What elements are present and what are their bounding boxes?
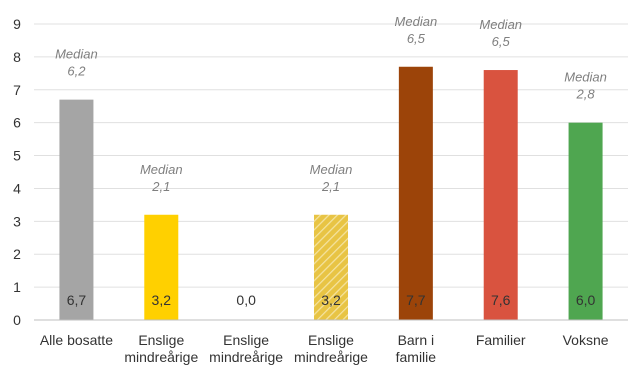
y-tick-label: 2	[13, 246, 21, 262]
y-axis: 0 1 2 3 4 5 6 7 8 9	[13, 16, 21, 328]
x-category-label: Barn i familie	[396, 332, 437, 365]
x-category-label: Enslige mindreårige	[124, 332, 198, 365]
median-label: Median 2,1	[310, 162, 353, 194]
bar-value-label: 7,6	[491, 292, 511, 308]
y-tick-label: 3	[13, 213, 21, 229]
gridlines	[34, 23, 628, 321]
data-labels: 6,7 Median 6,2 3,2 Median 2,1 0,0 3,2 Median 2,1 7…	[55, 14, 607, 308]
bar	[483, 70, 518, 321]
x-category-label: Alle bosatte	[40, 332, 113, 348]
y-tick-label: 8	[13, 49, 21, 65]
bars	[59, 66, 603, 321]
x-category-label: Voksne	[563, 332, 609, 348]
bar	[144, 214, 179, 320]
bar-value-label: 7,7	[406, 292, 426, 308]
bar-value-label: 3,2	[152, 292, 172, 308]
bar-value-label: 3,2	[321, 292, 341, 308]
bar	[314, 214, 348, 320]
median-label: Median 6,5	[395, 14, 438, 46]
bar-value-label: 0,0	[236, 292, 256, 308]
median-label: Median 2,1	[140, 162, 183, 194]
x-category-label: Enslige mindreårige	[294, 332, 368, 365]
x-category-label: Enslige mindreårige	[209, 332, 283, 365]
y-tick-label: 5	[13, 148, 21, 164]
bar-value-label: 6,0	[576, 292, 596, 308]
bar	[568, 122, 603, 321]
y-tick-label: 6	[13, 115, 21, 131]
y-tick-label: 9	[13, 16, 21, 32]
median-label: Median 6,2	[55, 47, 98, 79]
y-tick-label: 7	[13, 82, 21, 98]
y-tick-label: 0	[13, 312, 21, 328]
x-axis: Alle bosatte Enslige mindreårige Enslige min…	[34, 319, 628, 365]
x-category-label: Familier	[476, 332, 526, 348]
median-label: Median 2,8	[564, 70, 607, 102]
bar	[398, 66, 433, 320]
bar	[59, 99, 94, 321]
y-tick-label: 1	[13, 279, 21, 295]
y-tick-label: 4	[13, 180, 21, 196]
bar-value-label: 6,7	[67, 292, 87, 308]
median-label: Median 6,5	[479, 17, 522, 49]
